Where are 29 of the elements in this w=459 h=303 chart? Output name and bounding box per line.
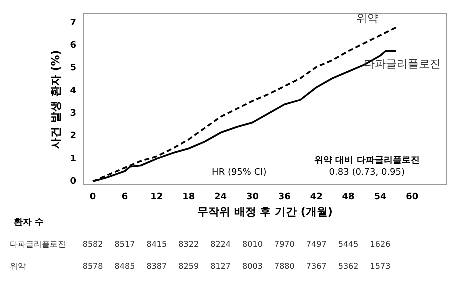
y-tick-label: 2	[70, 132, 76, 142]
y-tick-label: 7	[70, 18, 76, 28]
y-axis-title: 사건 발생 환자 (%)	[49, 50, 62, 149]
x-tick-label: 42	[310, 192, 323, 203]
x-tick-label: 24	[214, 192, 228, 203]
x-tick-label: 12	[150, 192, 164, 203]
annotation: 0.83 (0.73, 0.95)	[329, 168, 406, 178]
y-tick-label: 5	[70, 64, 76, 74]
x-tick-label: 6	[122, 192, 128, 203]
y-tick-label: 0	[70, 176, 76, 187]
x-tick-label: 36	[278, 192, 291, 203]
y-tick-label: 6	[70, 41, 76, 52]
y-tick-label: 3	[70, 109, 76, 119]
y-tick-label: 1	[70, 154, 76, 164]
y-tick-label: 4	[70, 86, 76, 96]
x-tick-label: 60	[406, 192, 419, 203]
text: 다파글리플로진 8582 8517 8415 8322 8224 8010 7970 7497 5445 1626	[10, 240, 391, 249]
x-tick-label: 30	[246, 192, 259, 203]
series-label: 위약	[356, 12, 378, 25]
x-tick-label: 18	[182, 192, 196, 203]
annotation: HR (95% CI)	[212, 168, 267, 178]
x-tick-label: 54	[374, 192, 387, 203]
text: 위약 8578 8485 8387 8259 8127 8003 7880 7367 5362 1573	[10, 262, 391, 271]
text: 환자 수	[14, 218, 44, 228]
annotation: 위약 대비 다파글리플로진	[314, 156, 420, 166]
series-label: 다파글리플로진	[364, 58, 441, 71]
x-tick-label: 48	[342, 192, 355, 203]
x-axis-title: 무작위 배정 후 기간 (개월)	[198, 205, 333, 218]
x-tick-label: 0	[90, 192, 96, 203]
